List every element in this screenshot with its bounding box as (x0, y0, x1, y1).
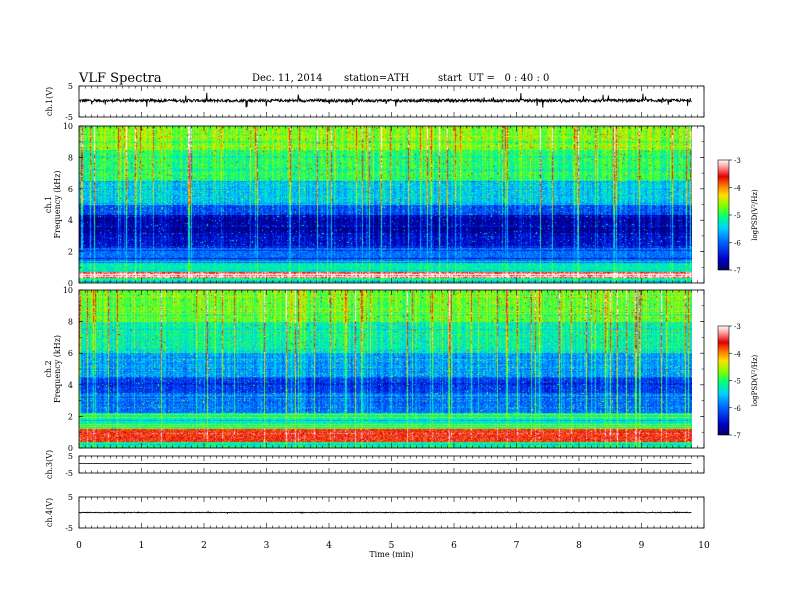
colorbar-tick-label: -7 (734, 432, 741, 440)
y-tick-label: 5 (68, 493, 73, 502)
y-axis-label: ch.4(V) (45, 498, 54, 527)
y-tick-label: 0 (68, 279, 73, 288)
y-axis-label: Frequency (kHz) (53, 335, 62, 403)
x-tick-label: 10 (698, 541, 710, 551)
y-tick-label: 2 (68, 412, 73, 421)
y-tick-label: 0 (68, 444, 73, 453)
y-tick-label: 6 (68, 349, 73, 358)
figure-title: VLF Spectra (79, 71, 162, 86)
colorbar-tick-label: -6 (734, 240, 741, 248)
y-axis-label: ch.1(V) (45, 87, 54, 116)
colorbar-tick-label: -5 (734, 378, 741, 386)
y-tick-label: 6 (68, 185, 73, 194)
x-tick-label: 0 (76, 541, 82, 551)
x-tick-label: 9 (639, 541, 645, 551)
waveform-line (79, 462, 692, 465)
colorbar-tick-label: -4 (734, 185, 741, 193)
y-tick-label: 8 (68, 318, 73, 327)
y-axis-label: ch.1 (44, 196, 53, 213)
colorbar-tick-label: -4 (734, 350, 741, 358)
x-tick-label: 1 (139, 541, 145, 551)
waveform-line (78, 510, 692, 515)
y-tick-label: 8 (68, 153, 73, 162)
colorbar-label: logPSD(V²/Hz) (751, 189, 759, 241)
y-tick-label: 2 (68, 248, 73, 257)
y-tick-label: 5 (68, 82, 73, 91)
spectrogram-image (79, 126, 692, 283)
y-tick-label: -5 (65, 524, 73, 533)
station-label: station=ATH (344, 73, 410, 84)
x-tick-label: 8 (576, 541, 582, 551)
y-tick-label: -5 (65, 469, 73, 478)
y-axis-label: ch.2 (44, 360, 53, 377)
y-tick-label: 5 (68, 452, 73, 461)
y-axis-label: Frequency (kHz) (53, 170, 62, 238)
x-tick-label: 4 (326, 541, 332, 551)
start-time-label: start UT = 0 : 40 : 0 (438, 73, 550, 84)
colorbar-tick-label: -6 (734, 405, 741, 413)
colorbar-tick-label: -5 (734, 212, 741, 220)
waveform-line (78, 92, 692, 108)
colorbar (717, 325, 730, 436)
colorbar-tick-label: -3 (734, 323, 741, 331)
x-tick-label: 2 (201, 541, 207, 551)
colorbar (717, 159, 730, 271)
colorbar-tick-label: -3 (734, 157, 741, 165)
y-tick-label: 4 (68, 381, 73, 390)
x-tick-label: 3 (264, 541, 270, 551)
x-tick-label: 6 (451, 541, 457, 551)
y-tick-label: 4 (68, 216, 73, 225)
spectrogram-image (79, 290, 692, 448)
colorbar-tick-label: -7 (734, 267, 741, 275)
colorbar-label: logPSD(V²/Hz) (751, 354, 759, 406)
y-tick-label: -5 (65, 113, 73, 122)
x-tick-label: 5 (389, 541, 395, 551)
y-tick-label: 10 (63, 286, 73, 295)
y-tick-label: 10 (63, 122, 73, 131)
y-axis-label: ch.3(V) (45, 450, 54, 479)
x-tick-label: 7 (514, 541, 520, 551)
date-label: Dec. 11, 2014 (252, 73, 323, 84)
x-axis-label: Time (min) (369, 550, 413, 559)
